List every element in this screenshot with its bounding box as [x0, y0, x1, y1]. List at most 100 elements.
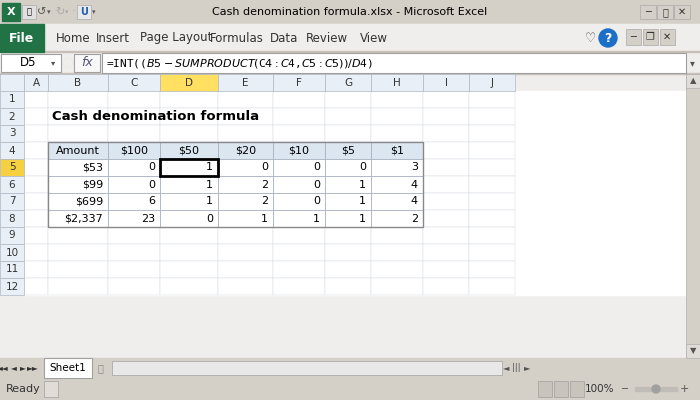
Bar: [112, 361, 502, 375]
Bar: [2, 3, 20, 21]
Text: J: J: [491, 78, 494, 88]
Bar: [371, 108, 423, 125]
Bar: [218, 210, 273, 227]
Bar: [371, 210, 423, 227]
Bar: [423, 142, 469, 159]
Bar: [423, 227, 469, 244]
Text: 0: 0: [313, 196, 320, 206]
Bar: [48, 142, 423, 227]
Text: 7: 7: [8, 196, 15, 206]
Bar: [48, 193, 108, 210]
Bar: [371, 159, 423, 176]
Bar: [218, 227, 273, 244]
Bar: [108, 159, 160, 176]
Bar: [273, 278, 325, 295]
Bar: [0, 244, 24, 261]
Text: 0: 0: [148, 162, 155, 172]
Bar: [48, 142, 108, 159]
Bar: [469, 159, 515, 176]
Bar: [273, 227, 325, 244]
Text: 23: 23: [141, 214, 155, 224]
Bar: [24, 193, 48, 210]
Text: 2: 2: [261, 196, 268, 206]
Text: ─: ─: [621, 384, 627, 394]
Bar: [0, 261, 24, 278]
Bar: [0, 176, 24, 193]
Bar: [325, 108, 371, 125]
Bar: [160, 159, 218, 176]
Bar: [48, 278, 108, 295]
Bar: [0, 159, 24, 176]
Bar: [325, 125, 371, 142]
Text: ►: ►: [524, 364, 531, 372]
Text: 2: 2: [411, 214, 418, 224]
Bar: [423, 193, 469, 210]
Bar: [423, 74, 469, 91]
Bar: [325, 159, 371, 176]
Bar: [102, 53, 686, 73]
Bar: [423, 176, 469, 193]
Bar: [469, 125, 515, 142]
Text: Ready: Ready: [6, 384, 41, 394]
Bar: [44, 381, 58, 397]
Bar: [24, 125, 48, 142]
Text: $53: $53: [82, 162, 103, 172]
Text: F: F: [296, 78, 302, 88]
Bar: [48, 210, 108, 227]
Bar: [325, 159, 371, 176]
Bar: [108, 227, 160, 244]
Bar: [160, 278, 218, 295]
Bar: [0, 278, 24, 295]
Bar: [469, 244, 515, 261]
Text: 1: 1: [359, 180, 366, 190]
Bar: [218, 142, 273, 159]
Bar: [0, 210, 24, 227]
Text: 3: 3: [411, 162, 418, 172]
Bar: [371, 125, 423, 142]
Text: Review: Review: [306, 32, 348, 44]
Text: ▾: ▾: [92, 9, 96, 15]
Bar: [108, 210, 160, 227]
Bar: [554, 381, 568, 397]
Bar: [0, 358, 700, 400]
Bar: [273, 176, 325, 193]
Text: ✕: ✕: [663, 32, 671, 42]
Bar: [538, 381, 552, 397]
Bar: [48, 176, 108, 193]
Text: $1: $1: [390, 146, 404, 156]
Text: ◄◄: ◄◄: [0, 364, 9, 372]
Bar: [423, 278, 469, 295]
Bar: [218, 244, 273, 261]
Bar: [469, 142, 515, 159]
Bar: [22, 5, 36, 19]
Bar: [686, 74, 700, 358]
Bar: [160, 176, 218, 193]
Bar: [423, 91, 469, 108]
Text: 9: 9: [8, 230, 15, 240]
Text: ❐: ❐: [645, 32, 654, 42]
Text: 4: 4: [411, 196, 418, 206]
Bar: [273, 142, 325, 159]
Bar: [48, 261, 108, 278]
Bar: [371, 227, 423, 244]
Text: Page Layout: Page Layout: [140, 32, 212, 44]
Bar: [218, 176, 273, 193]
Bar: [423, 261, 469, 278]
Bar: [24, 108, 48, 125]
Bar: [108, 108, 160, 125]
Bar: [273, 210, 325, 227]
Bar: [0, 142, 24, 159]
Text: I: I: [444, 78, 447, 88]
Bar: [0, 74, 700, 400]
Bar: [160, 193, 218, 210]
Bar: [160, 210, 218, 227]
Text: 1: 1: [261, 214, 268, 224]
Text: E: E: [242, 78, 248, 88]
Text: View: View: [360, 32, 388, 44]
Bar: [371, 142, 423, 159]
Bar: [273, 159, 325, 176]
Bar: [160, 91, 218, 108]
Bar: [657, 5, 673, 19]
Bar: [218, 142, 273, 159]
Bar: [469, 227, 515, 244]
